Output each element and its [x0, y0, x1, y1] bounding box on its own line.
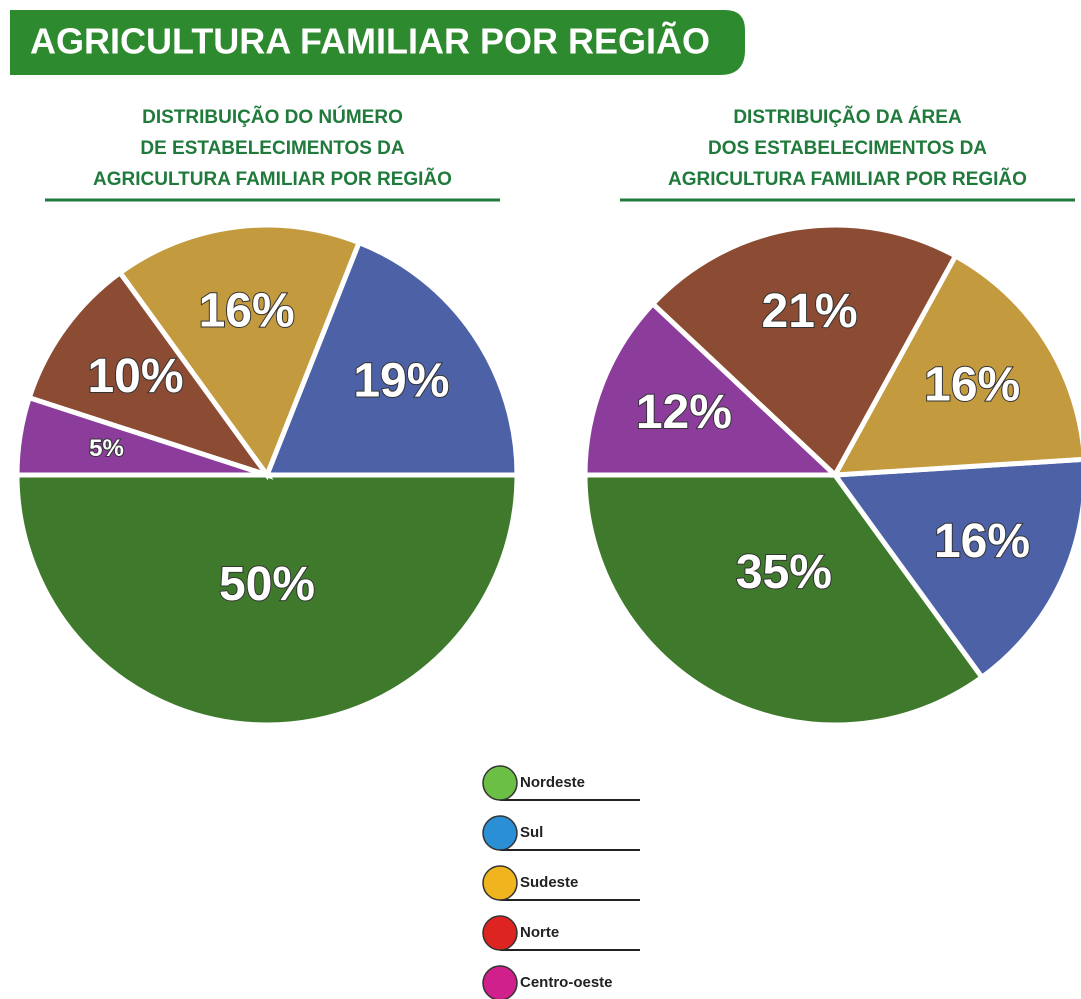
chart-subtitle: AGRICULTURA FAMILIAR POR REGIÃO	[93, 168, 452, 190]
page-title: AGRICULTURA FAMILIAR POR REGIÃO	[30, 20, 710, 62]
slice-label: 16%	[924, 359, 1020, 412]
chart-subtitle: DOS ESTABELECIMENTOS DA	[708, 138, 987, 159]
legend-swatch	[483, 916, 517, 950]
legend-swatch	[483, 766, 517, 800]
slice-label: 19%	[353, 354, 449, 407]
legend-swatch	[483, 966, 517, 999]
legend-label: Sul	[520, 824, 543, 841]
slice-label: 16%	[199, 284, 295, 337]
chart-subtitle: DE ESTABELECIMENTOS DA	[140, 138, 405, 159]
legend-label: Norte	[520, 924, 559, 941]
legend-label: Sudeste	[520, 874, 578, 891]
chart-subtitle: DISTRIBUIÇÃO DO NÚMERO	[142, 106, 403, 128]
slice-label: 5%	[89, 435, 124, 462]
legend-swatch	[483, 866, 517, 900]
slice-label: 10%	[87, 350, 183, 403]
chart-subtitle: AGRICULTURA FAMILIAR POR REGIÃO	[668, 168, 1027, 190]
legend-label: Nordeste	[520, 774, 585, 791]
legend-swatch	[483, 816, 517, 850]
slice-label: 21%	[762, 285, 858, 338]
chart-subtitle: DISTRIBUIÇÃO DA ÁREA	[733, 106, 962, 128]
slice-label: 12%	[636, 386, 732, 439]
legend-label: Centro-oeste	[520, 974, 613, 991]
infographic: AGRICULTURA FAMILIAR POR REGIÃO DISTRIBU…	[0, 0, 1081, 999]
slice-label: 35%	[736, 546, 832, 599]
slice-label: 50%	[219, 558, 315, 611]
slice-label: 16%	[934, 515, 1030, 568]
